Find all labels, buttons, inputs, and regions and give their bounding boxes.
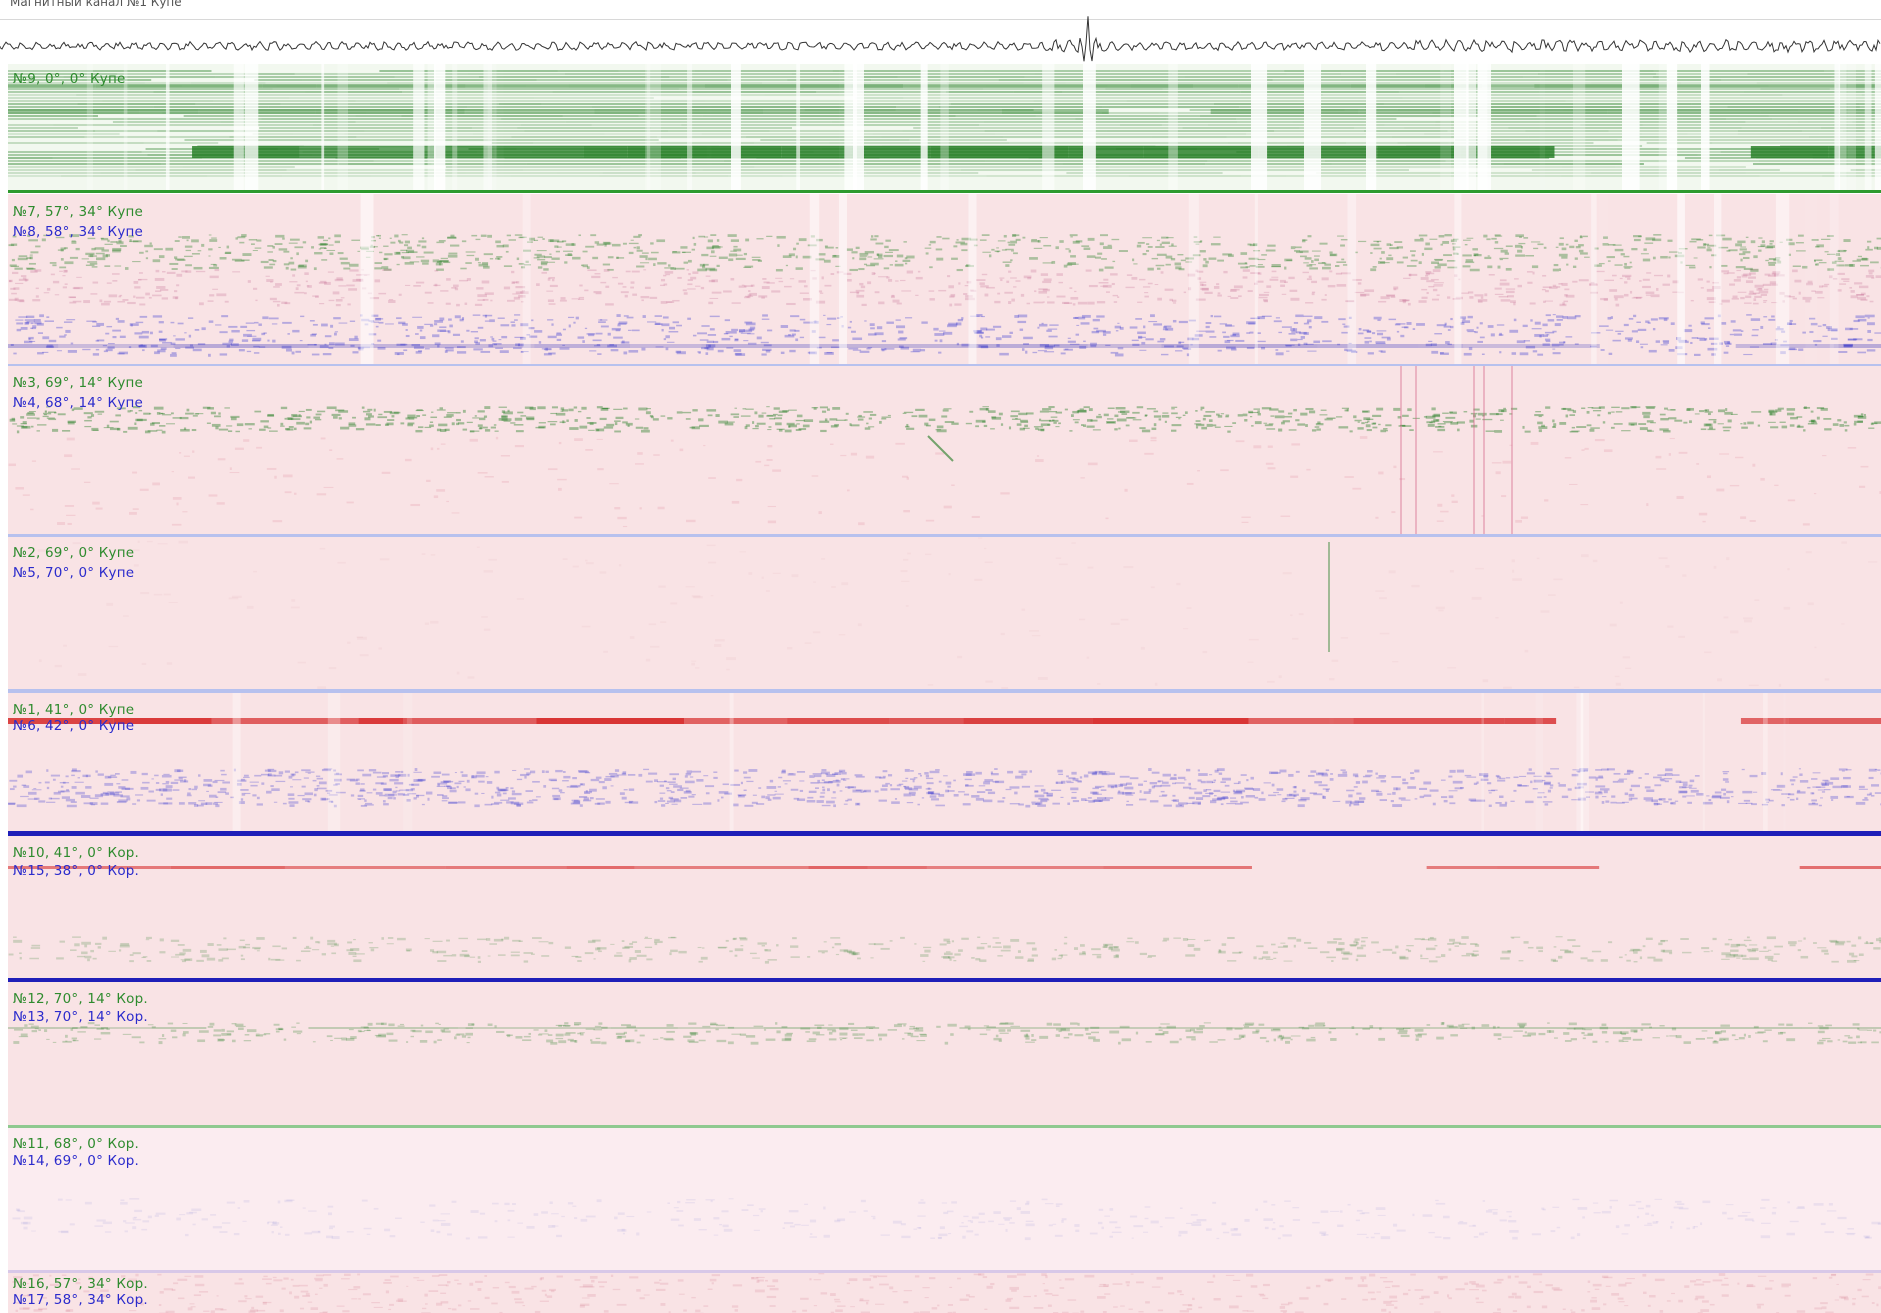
spectrogram-ch11-14 [8, 1128, 1881, 1270]
panel-ch3-4[interactable]: №3, 69°, 14° Купе №4, 68°, 14° Купе [8, 366, 1881, 534]
channel-label: №13, 70°, 14° Кор. [13, 1009, 148, 1025]
panel-ch10-15[interactable]: №10, 41°, 0° Кор. №15, 38°, 0° Кор. [8, 836, 1881, 978]
channel-label: №4, 68°, 14° Купе [13, 395, 144, 411]
channel-label: №8, 58°, 34° Купе [13, 224, 144, 240]
channel-label: №14, 69°, 0° Кор. [13, 1153, 140, 1169]
panel-ch12-13[interactable]: №12, 70°, 14° Кор. №13, 70°, 14° Кор. [8, 982, 1881, 1125]
panel-ch11-14[interactable]: №11, 68°, 0° Кор. №14, 69°, 0° Кор. [8, 1128, 1881, 1270]
divider-ch10-15 [8, 978, 1881, 982]
divider-ch2-5 [8, 689, 1881, 693]
channel-label: №10, 41°, 0° Кор. [13, 845, 140, 861]
divider-ch7-8 [8, 364, 1881, 366]
spectrogram-ch3-4 [8, 366, 1881, 534]
divider-ch9 [8, 190, 1881, 193]
panel-ch2-5[interactable]: №2, 69°, 0° Купе №5, 70°, 0° Купе [8, 537, 1881, 689]
panel-ch9[interactable]: №9, 0°, 0° Купе [8, 64, 1881, 190]
spectrogram-ch12-13 [8, 982, 1881, 1125]
spectrogram-ch9 [8, 64, 1881, 190]
divider-ch12-13 [8, 1125, 1881, 1128]
panel-ch7-8[interactable]: №7, 57°, 34° Купе №8, 58°, 34° Купе [8, 194, 1881, 364]
channel-label: №9, 0°, 0° Купе [13, 71, 126, 87]
spectrogram-ch1-6 [8, 693, 1881, 831]
channel-label: №16, 57°, 34° Кор. [13, 1276, 148, 1292]
channel-label: №5, 70°, 0° Купе [13, 565, 135, 581]
divider-ch3-4 [8, 534, 1881, 537]
channel-label: №3, 69°, 14° Купе [13, 375, 144, 391]
panel-ch1-6[interactable]: №1, 41°, 0° Купе №6, 42°, 0° Купе [8, 693, 1881, 831]
channel-label: №11, 68°, 0° Кор. [13, 1136, 140, 1152]
panel-ch16-17[interactable]: №16, 57°, 34° Кор. №17, 58°, 34° Кор. [8, 1273, 1881, 1313]
divider-ch11-14 [8, 1270, 1881, 1273]
channel-label: №1, 41°, 0° Купе [13, 702, 135, 718]
channel-label: №17, 58°, 34° Кор. [13, 1292, 148, 1308]
channel-title: Магнитный канал №1 Купе [10, 0, 182, 9]
divider-ch1-6 [8, 831, 1881, 836]
channel-label: №6, 42°, 0° Купе [13, 718, 135, 734]
spectrogram-ch2-5 [8, 537, 1881, 689]
channel-label: №12, 70°, 14° Кор. [13, 991, 148, 1007]
title-rule [0, 19, 1881, 20]
spectrogram-ch10-15 [8, 836, 1881, 978]
spectrogram-ch16-17 [8, 1273, 1881, 1313]
spectrogram-ch7-8 [8, 194, 1881, 364]
magnetic-signal-trace[interactable] [0, 0, 1881, 62]
channel-label: №15, 38°, 0° Кор. [13, 863, 140, 879]
channel-label: №7, 57°, 34° Купе [13, 204, 144, 220]
channel-label: №2, 69°, 0° Купе [13, 545, 135, 561]
